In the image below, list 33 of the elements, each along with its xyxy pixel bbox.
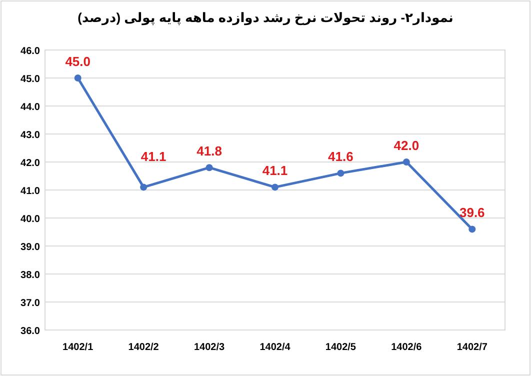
y-tick-label: 36.0 <box>20 326 40 337</box>
point <box>337 170 344 177</box>
y-tick-label: 37.0 <box>20 298 40 309</box>
y-tick-label: 40.0 <box>20 214 40 225</box>
data-label: 42.0 <box>394 138 420 153</box>
x-tick-label: 1402/1 <box>62 342 94 353</box>
y-tick-label: 38.0 <box>20 270 40 281</box>
data-label: 41.6 <box>328 149 354 164</box>
y-tick-label: 42.0 <box>20 158 40 169</box>
y-tick-label: 45.0 <box>20 74 40 85</box>
x-tick-label: 1402/7 <box>456 342 488 353</box>
data-label: 39.6 <box>459 205 485 220</box>
point <box>468 226 476 233</box>
point <box>206 164 213 172</box>
x-tick-label: 1402/4 <box>260 342 291 353</box>
data-label: 41.1 <box>140 149 166 164</box>
chart-title: نمودار۲- روند تحولات نرخ رشد دوازده ماهه پایه پولی (درصد) <box>78 10 454 26</box>
point <box>272 184 278 191</box>
y-tick-label: 46.0 <box>20 46 40 57</box>
x-tick-label: 1402/3 <box>194 342 226 353</box>
x-tick-label: 1402/5 <box>325 342 356 353</box>
x-tick-label: 1402/2 <box>128 342 160 353</box>
data-label: 45.0 <box>65 54 91 69</box>
y-tick-label: 43.0 <box>20 130 40 141</box>
point <box>140 184 148 191</box>
y-tick-label: 41.0 <box>20 186 40 197</box>
point <box>402 158 410 166</box>
data-label: 41.8 <box>196 144 222 159</box>
x-tick-label: 1402/6 <box>391 342 422 353</box>
y-tick-label: 39.0 <box>20 242 40 253</box>
y-tick-label: 44.0 <box>20 102 40 113</box>
data-label: 41.1 <box>262 163 288 178</box>
point <box>74 74 82 82</box>
